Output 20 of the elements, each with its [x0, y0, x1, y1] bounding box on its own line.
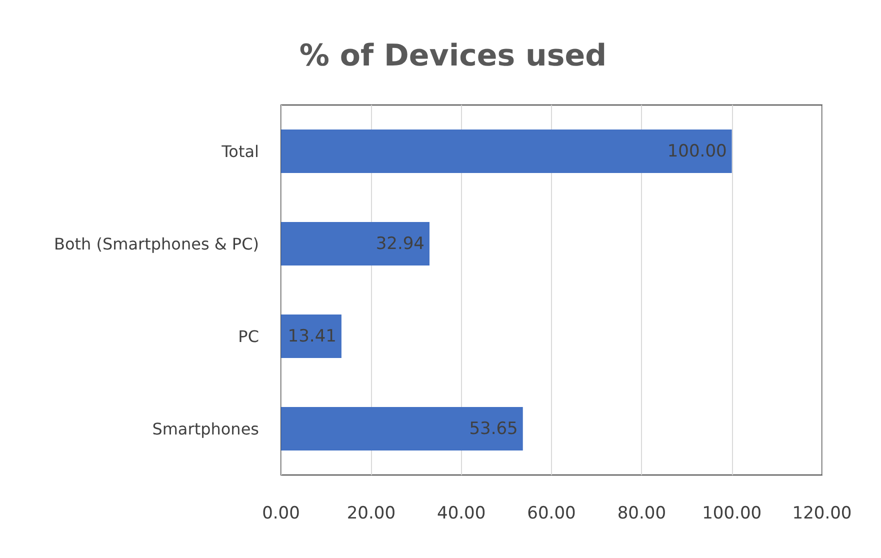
data-label: 53.65: [469, 418, 518, 439]
chart-title: % of Devices used: [299, 38, 607, 74]
x-tick-label: 20.00: [346, 504, 396, 524]
y-tick-label: PC: [238, 326, 259, 346]
bar: [281, 130, 732, 173]
bar: [281, 222, 430, 266]
y-tick-label: Total: [220, 142, 259, 161]
data-label: 32.94: [376, 234, 425, 254]
data-label: 13.41: [288, 326, 336, 346]
y-tick-label: Both (Smartphones & PC): [54, 234, 259, 254]
x-tick-label: 100.00: [702, 504, 762, 524]
x-tick-label: 120.00: [792, 504, 852, 524]
bar: [281, 407, 523, 450]
y-tick-label: Smartphones: [152, 419, 259, 438]
x-tick-label: 60.00: [527, 504, 576, 524]
x-tick-label: 0.00: [262, 504, 300, 524]
bar: [281, 314, 342, 358]
data-label: 100.00: [667, 141, 727, 162]
x-tick-label: 80.00: [617, 504, 666, 524]
x-tick-label: 40.00: [436, 504, 486, 524]
